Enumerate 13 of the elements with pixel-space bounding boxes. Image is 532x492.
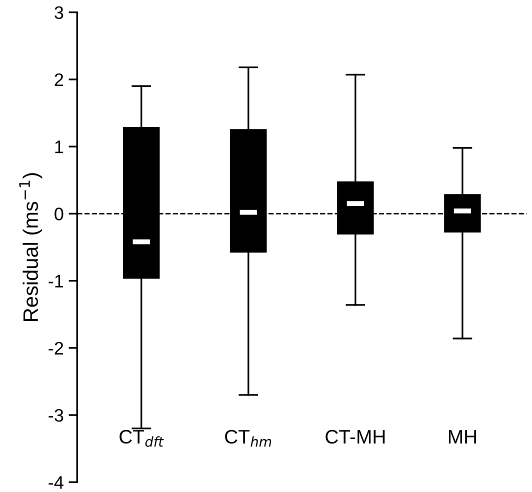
x-tick-label: CT-MH	[326, 430, 385, 444]
y-tick-label: 0	[54, 208, 64, 220]
x-tick-label: CT$_{dft}$	[120, 430, 164, 447]
y-tick-label: 3	[54, 6, 64, 20]
y-tick-label: -2	[48, 342, 64, 354]
x-tick-label: MH	[448, 430, 476, 444]
y-axis-title: Residual (ms$^{−1}$)	[19, 173, 42, 321]
x-tick-label: CT$_{hm}$	[225, 430, 272, 447]
y-tick-label: -3	[48, 408, 64, 422]
y-tick-label: 2	[54, 73, 64, 86]
y-tick-label: -1	[48, 274, 64, 288]
y-tick-label: 1	[55, 140, 64, 154]
y-tick-label: -4	[48, 476, 64, 489]
